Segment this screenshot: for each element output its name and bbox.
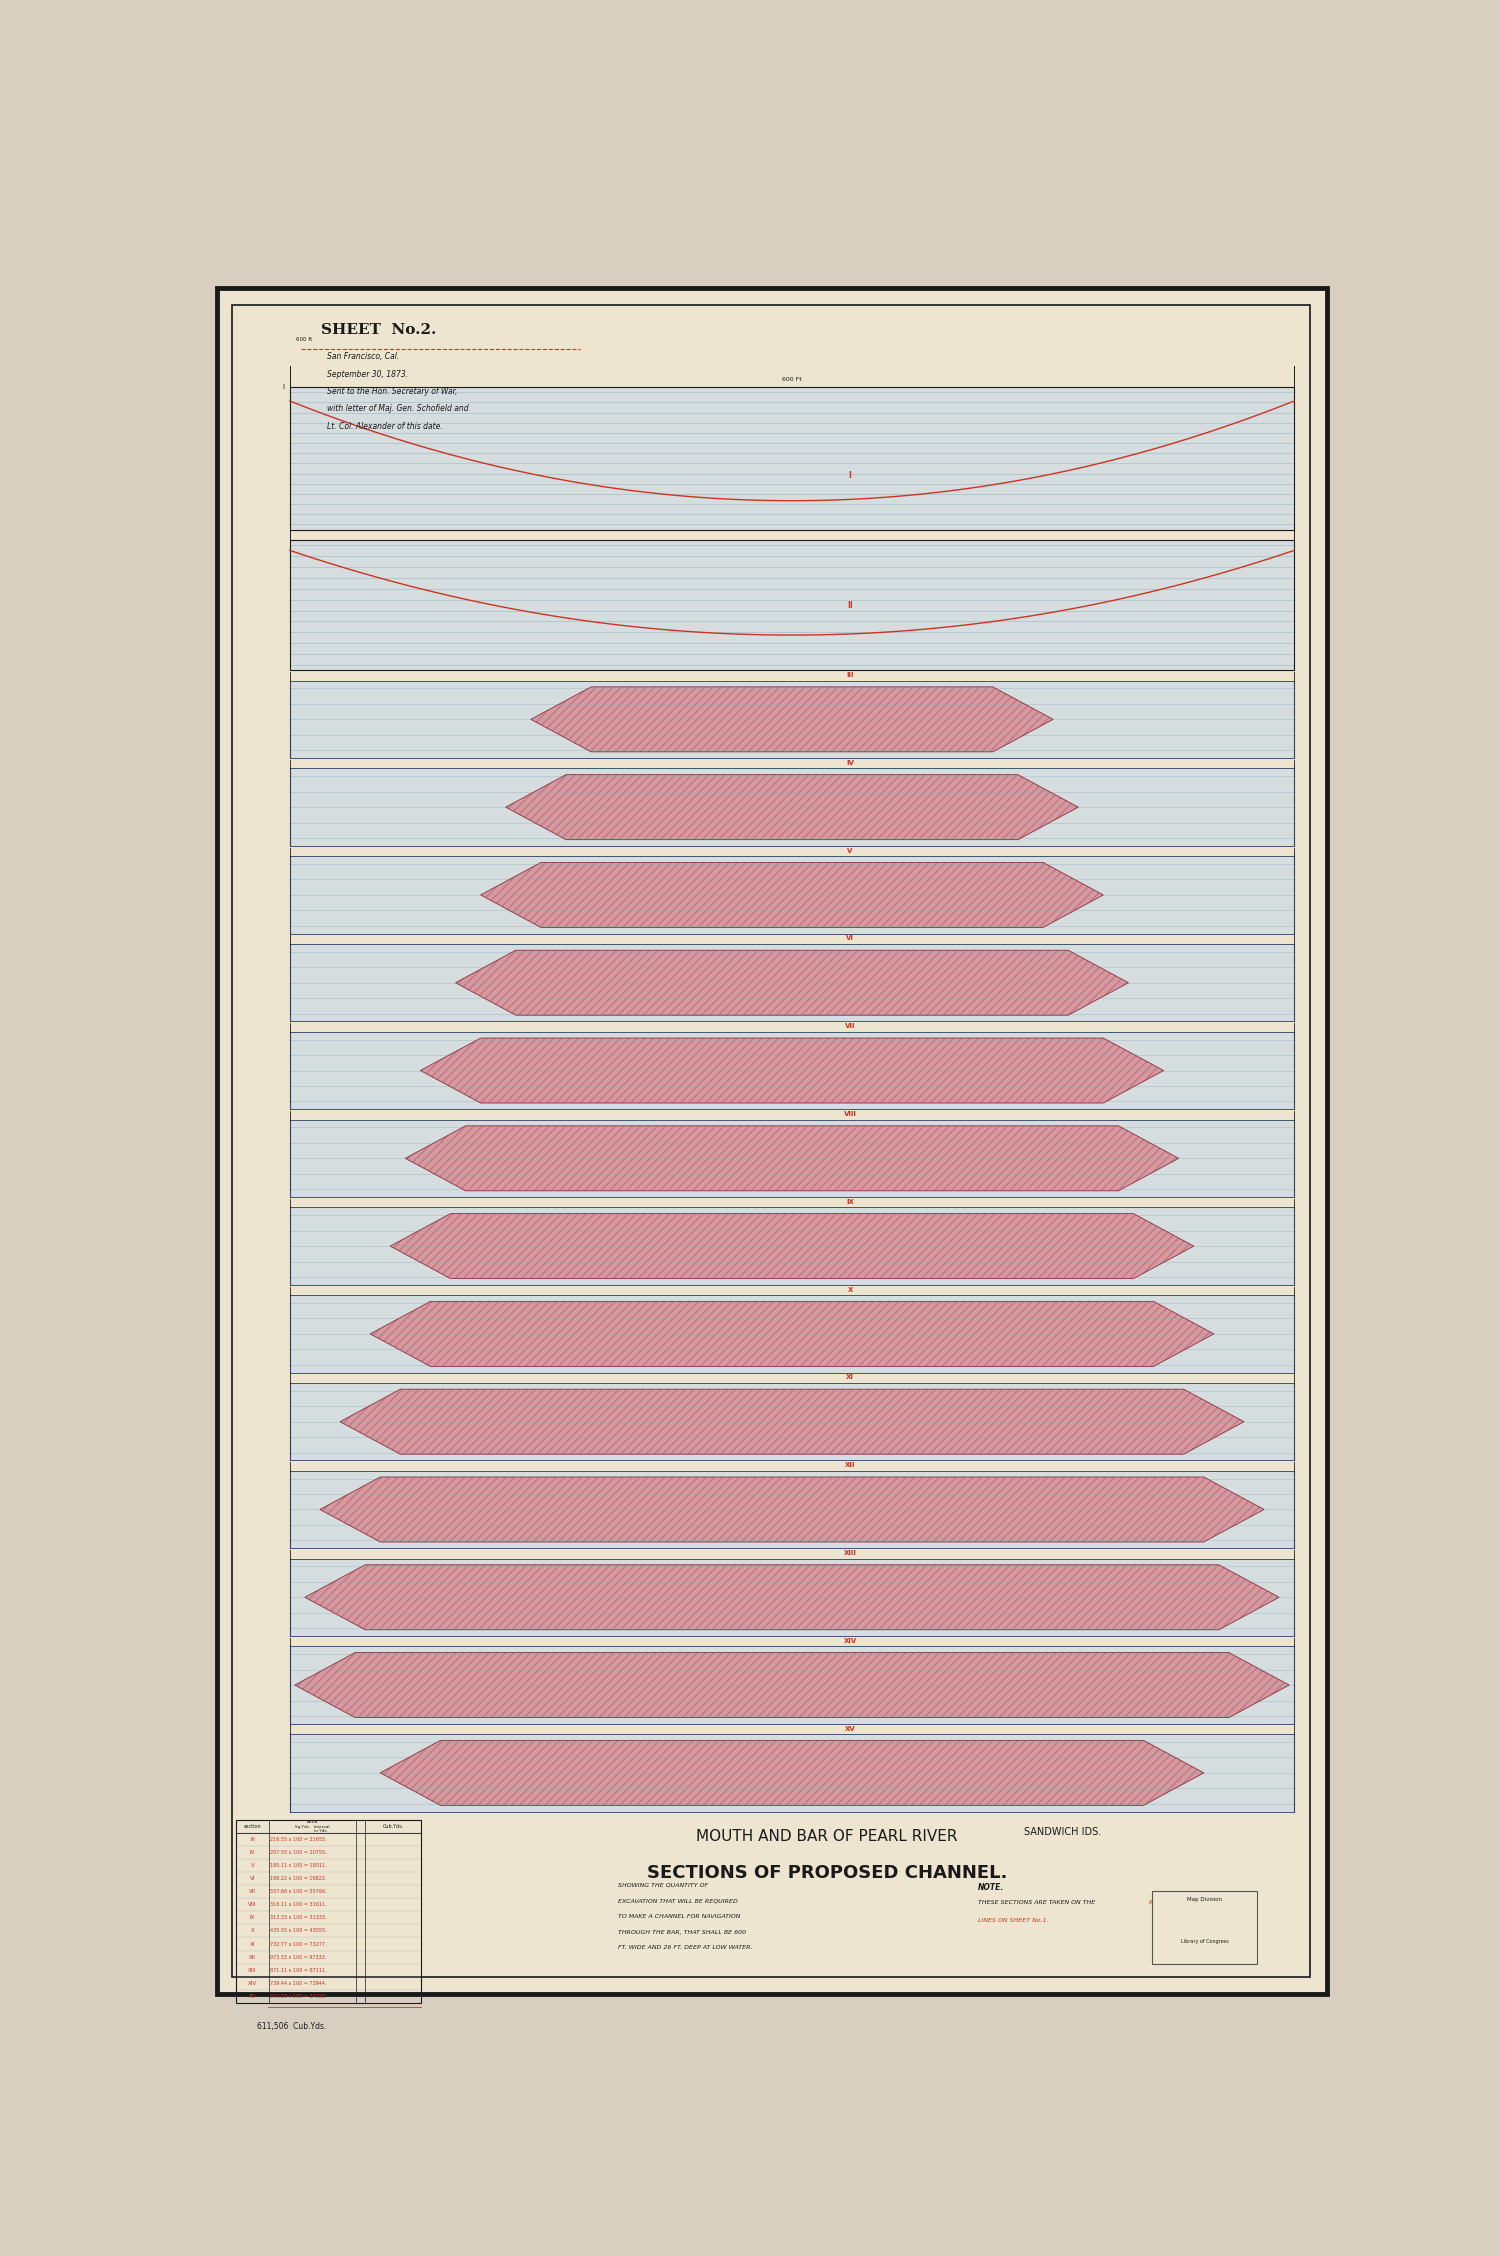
Bar (290, 1295, 1294, 1372)
Text: VII: VII (249, 1888, 256, 1895)
Text: 373.33 x 100 = 37333.: 373.33 x 100 = 37333. (270, 1994, 327, 1999)
Polygon shape (390, 1214, 1194, 1279)
Text: 198.22 x 100 = 19822.: 198.22 x 100 = 19822. (270, 1877, 327, 1882)
Polygon shape (320, 1478, 1264, 1543)
Bar (1152, 1891, 1257, 1965)
Bar (290, 1031, 1294, 1110)
Text: 611,506  Cub.Yds.: 611,506 Cub.Yds. (258, 2021, 327, 2030)
Polygon shape (480, 862, 1104, 927)
Text: FT. WIDE AND 26 FT. DEEP AT LOW WATER.: FT. WIDE AND 26 FT. DEEP AT LOW WATER. (618, 1945, 752, 1949)
Bar (290, 539, 1294, 670)
Bar (237, 1821, 422, 2003)
Text: section: section (244, 1825, 261, 1830)
Bar (290, 1647, 1294, 1724)
Text: 973.33 x 100 = 97333.: 973.33 x 100 = 97333. (270, 1954, 327, 1960)
Text: V: V (251, 1863, 255, 1868)
Text: with letter of Maj. Gen. Schofield and: with letter of Maj. Gen. Schofield and (327, 404, 468, 413)
Text: 207.55 x 100 = 20755.: 207.55 x 100 = 20755. (270, 1850, 327, 1854)
Text: SHEET  No.2.: SHEET No.2. (321, 323, 436, 336)
Text: XII: XII (249, 1954, 256, 1960)
Text: I: I (282, 384, 284, 390)
Text: X: X (847, 1286, 853, 1293)
Text: XIV: XIV (248, 1981, 256, 1985)
Polygon shape (506, 774, 1078, 839)
Bar (290, 1383, 1294, 1460)
Bar (290, 1735, 1294, 1812)
Bar (290, 388, 1294, 530)
Text: IV: IV (846, 760, 853, 765)
Text: XI: XI (251, 1942, 255, 1947)
Text: MOUTH AND BAR OF PEARL RIVER: MOUTH AND BAR OF PEARL RIVER (696, 1830, 957, 1843)
Text: SHOWING THE QUANTITY OF: SHOWING THE QUANTITY OF (618, 1884, 708, 1888)
Text: XV: XV (844, 1726, 855, 1733)
Text: AREA
Sq.Yds.   Interval
             in Yds.: AREA Sq.Yds. Interval in Yds. (296, 1821, 330, 1834)
Polygon shape (380, 1739, 1204, 1805)
Text: THESE SECTIONS ARE TAKEN ON THE: THESE SECTIONS ARE TAKEN ON THE (978, 1900, 1095, 1904)
Text: 557.66 x 100 = 55766.: 557.66 x 100 = 55766. (270, 1888, 327, 1895)
Text: September 30, 1873.: September 30, 1873. (327, 370, 408, 379)
Text: IX: IX (846, 1198, 853, 1205)
Text: V: V (847, 848, 853, 853)
Text: 180.11 x 100 = 18011.: 180.11 x 100 = 18011. (270, 1863, 327, 1868)
Polygon shape (304, 1566, 1280, 1629)
Polygon shape (531, 686, 1053, 751)
Text: VI: VI (846, 936, 853, 941)
Text: THROUGH THE BAR, THAT SHALL BE 600: THROUGH THE BAR, THAT SHALL BE 600 (618, 1929, 746, 1936)
Text: IV: IV (251, 1850, 255, 1854)
Polygon shape (420, 1038, 1164, 1103)
Text: XI: XI (846, 1374, 853, 1381)
Text: XV: XV (249, 1994, 256, 1999)
Polygon shape (296, 1654, 1288, 1717)
Text: SANDWICH IDS.: SANDWICH IDS. (1024, 1827, 1101, 1836)
Text: Cub.Yds.: Cub.Yds. (382, 1825, 404, 1830)
Text: 435.55 x 100 = 43555.: 435.55 x 100 = 43555. (270, 1929, 327, 1933)
Text: NOTE.: NOTE. (978, 1884, 1005, 1893)
Text: II: II (847, 600, 853, 609)
Text: I: I (849, 472, 852, 481)
Text: Sent to the Hon. Secretary of War,: Sent to the Hon. Secretary of War, (327, 388, 458, 397)
Text: EXCAVATION THAT WILL BE REQUIRED: EXCAVATION THAT WILL BE REQUIRED (618, 1897, 738, 1904)
Bar (290, 1559, 1294, 1636)
Text: 732.77 x 100 = 73277.: 732.77 x 100 = 73277. (270, 1942, 327, 1947)
Text: VII: VII (844, 1024, 855, 1029)
Text: III: III (251, 1836, 255, 1843)
Text: XIII: XIII (249, 1967, 256, 1972)
Text: LINES ON SHEET No.1.: LINES ON SHEET No.1. (978, 1918, 1048, 1922)
Text: XIV: XIV (843, 1638, 856, 1645)
Bar (290, 681, 1294, 758)
Text: TO MAKE A CHANNEL FOR NAVIGATION: TO MAKE A CHANNEL FOR NAVIGATION (618, 1913, 740, 1920)
Text: VIII: VIII (249, 1902, 256, 1906)
Text: III: III (846, 672, 853, 679)
Bar (290, 857, 1294, 934)
Text: Map Division: Map Division (1186, 1897, 1222, 1902)
Polygon shape (370, 1302, 1214, 1367)
Bar (290, 1471, 1294, 1548)
Text: XIII: XIII (843, 1550, 856, 1557)
Text: Lt. Col. Alexander of this date.: Lt. Col. Alexander of this date. (327, 422, 442, 431)
Text: 600 ft: 600 ft (296, 336, 312, 343)
Text: 216.55 x 100 = 21655.: 216.55 x 100 = 21655. (270, 1836, 327, 1843)
Text: Library of Congress: Library of Congress (1180, 1938, 1228, 1945)
Text: XII: XII (844, 1462, 855, 1469)
Polygon shape (405, 1126, 1179, 1191)
Text: SECTIONS OF PROPOSED CHANNEL.: SECTIONS OF PROPOSED CHANNEL. (646, 1863, 1006, 1882)
Text: VIII: VIII (843, 1110, 856, 1117)
Text: 313.33 x 100 = 31333.: 313.33 x 100 = 31333. (270, 1915, 327, 1920)
Bar (290, 769, 1294, 846)
Text: 871.11 x 100 = 87111.: 871.11 x 100 = 87111. (270, 1967, 327, 1972)
Bar (290, 1207, 1294, 1286)
Text: San Francisco, Cal.: San Francisco, Cal. (327, 352, 399, 361)
Text: 600 Ft: 600 Ft (782, 377, 802, 381)
Text: VI: VI (251, 1877, 255, 1882)
Text: RED: RED (1146, 1900, 1162, 1904)
Text: X: X (251, 1929, 255, 1933)
Text: 739.44 x 100 = 73944.: 739.44 x 100 = 73944. (270, 1981, 327, 1985)
Polygon shape (340, 1390, 1244, 1455)
Text: 316.11 x 100 = 31611.: 316.11 x 100 = 31611. (270, 1902, 327, 1906)
Bar (290, 943, 1294, 1022)
Text: IX: IX (251, 1915, 255, 1920)
Bar (290, 1119, 1294, 1198)
Polygon shape (456, 950, 1128, 1015)
